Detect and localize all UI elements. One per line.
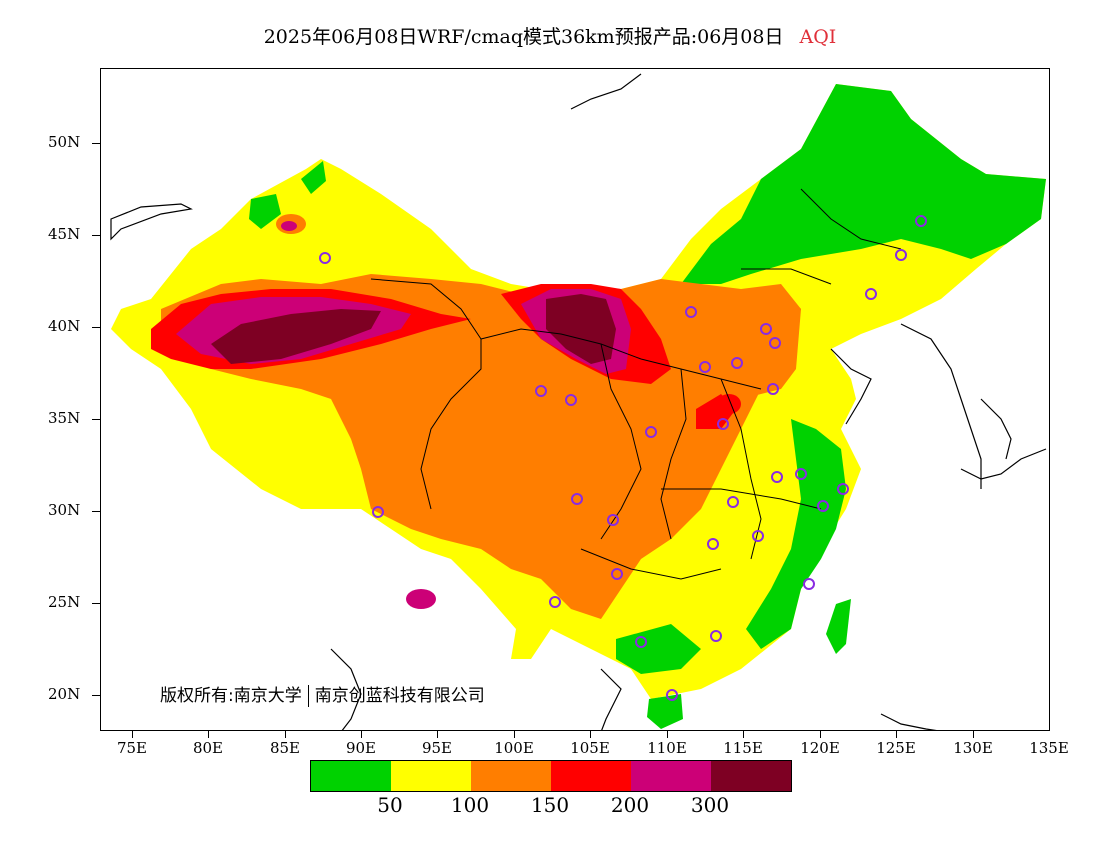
x-tick-label: 105E: [570, 739, 610, 757]
aqi-hotspot-purple: [281, 221, 297, 231]
province-boundaries: [370, 188, 902, 580]
x-tick-label: 130E: [953, 739, 993, 757]
colorbar-label: 150: [530, 793, 570, 817]
title-variable: AQI: [799, 26, 837, 48]
x-tick-mark: [590, 731, 591, 738]
x-tick-label: 120E: [800, 739, 840, 757]
aqi-region-green-southeast: [746, 419, 846, 649]
x-tick-label: 75E: [116, 739, 148, 757]
colorbar-label: 50: [377, 793, 403, 817]
x-tick-mark: [132, 731, 133, 738]
y-tick-label: 30N: [48, 501, 81, 519]
colorbar-swatch: [311, 761, 391, 791]
aqi-region-green-north: [301, 161, 326, 194]
y-tick-mark: [92, 511, 100, 512]
x-tick-mark: [820, 731, 821, 738]
x-tick-label: 125E: [876, 739, 916, 757]
aqi-region-green-northwest: [249, 194, 281, 229]
coastlines: [110, 73, 1047, 730]
y-tick-mark: [92, 327, 100, 328]
x-tick-label: 110E: [647, 739, 687, 757]
x-tick-mark: [437, 731, 438, 738]
x-tick-mark: [896, 731, 897, 738]
aqi-region-green-south: [616, 624, 701, 674]
aqi-region-green-taiwan: [826, 599, 851, 654]
y-tick-label: 50N: [48, 133, 81, 151]
x-tick-mark: [667, 731, 668, 738]
x-tick-label: 115E: [723, 739, 763, 757]
x-tick-mark: [973, 731, 974, 738]
x-tick-label: 95E: [421, 739, 453, 757]
colorbar-swatch: [551, 761, 631, 791]
map-title: 2025年06月08日WRF/cmaq模式36km预报产品:06月08日 AQI: [0, 22, 1100, 49]
colorbar-swatch: [711, 761, 791, 791]
x-tick-mark: [743, 731, 744, 738]
x-tick-mark: [285, 731, 286, 738]
x-tick-label: 80E: [192, 739, 224, 757]
colorbar-label: 200: [610, 793, 650, 817]
y-tick-mark: [92, 235, 100, 236]
x-tick-label: 100E: [494, 739, 534, 757]
colorbar-label: 300: [690, 793, 730, 817]
aqi-region-maroon-taklamakan: [211, 309, 381, 364]
title-main: 2025年06月08日WRF/cmaq模式36km预报产品:06月08日: [263, 26, 784, 48]
y-tick-label: 45N: [48, 225, 81, 243]
map-frame: [100, 68, 1050, 731]
x-tick-label: 135E: [1029, 739, 1069, 757]
aqi-colorbar: [310, 760, 792, 792]
y-tick-label: 20N: [48, 685, 81, 703]
x-tick-mark: [514, 731, 515, 738]
aqi-map-canvas: [110, 73, 1047, 730]
station-markers: [319, 215, 927, 701]
copyright-partner: 南京创蓝科技有限公司: [314, 686, 485, 706]
y-tick-label: 35N: [48, 409, 81, 427]
colorbar-swatch: [471, 761, 551, 791]
colorbar-swatch: [631, 761, 711, 791]
x-tick-label: 85E: [269, 739, 301, 757]
y-tick-mark: [92, 143, 100, 144]
colorbar-swatch: [391, 761, 471, 791]
y-tick-mark: [92, 419, 100, 420]
aqi-region-maroon-alxa: [546, 294, 616, 364]
y-tick-mark: [92, 695, 100, 696]
x-tick-label: 90E: [345, 739, 377, 757]
aqi-region-green-northeast: [681, 84, 1046, 284]
y-tick-mark: [92, 603, 100, 604]
copyright-owner: 版权所有:南京大学: [160, 686, 302, 706]
y-tick-label: 25N: [48, 593, 81, 611]
aqi-hotspot-tibet-south: [406, 589, 436, 609]
copyright-divider: [307, 685, 309, 707]
x-tick-mark: [361, 731, 362, 738]
aqi-hotspot-red-east: [717, 394, 741, 414]
x-tick-mark: [208, 731, 209, 738]
aqi-region-orange-east: [696, 289, 801, 399]
y-tick-label: 40N: [48, 317, 81, 335]
copyright-notice: 版权所有:南京大学 南京创蓝科技有限公司: [160, 681, 485, 707]
colorbar-label: 100: [450, 793, 490, 817]
aqi-region-green-hainan: [647, 694, 683, 729]
